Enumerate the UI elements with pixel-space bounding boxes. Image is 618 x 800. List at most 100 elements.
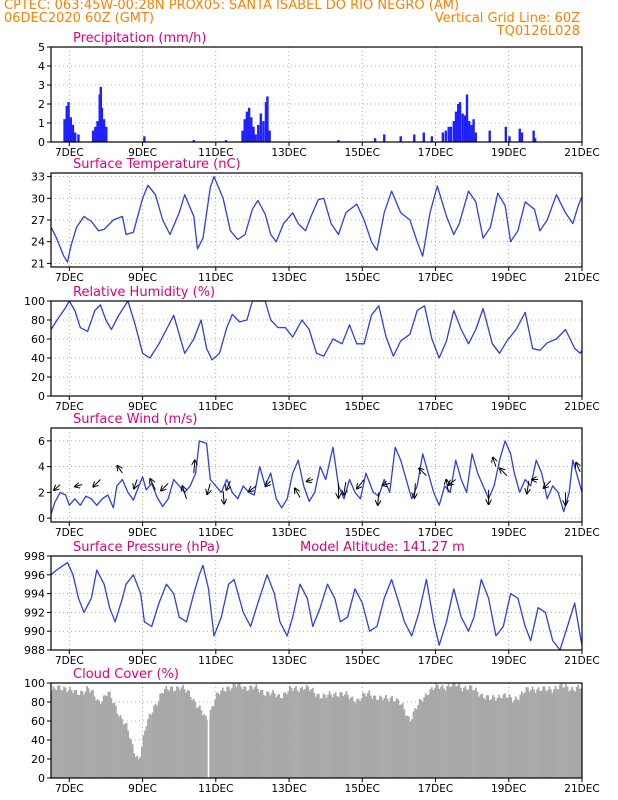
- cloud-bar: [527, 687, 529, 778]
- cloud-bar: [580, 688, 583, 778]
- cloud-bar: [218, 694, 221, 778]
- cloud-bar: [572, 690, 575, 778]
- cloud-bar: [321, 698, 323, 778]
- cloud-bar: [295, 686, 297, 778]
- cloud-bar: [417, 704, 419, 778]
- y-tick-label: 60: [31, 715, 45, 728]
- wind-arrow: [117, 466, 123, 474]
- x-tick-label: 11DEC: [198, 272, 233, 284]
- cloud-bar: [121, 718, 123, 778]
- cloud-bar: [137, 759, 140, 778]
- cloud-bar: [366, 693, 369, 778]
- cloud-bar: [314, 696, 317, 778]
- cloud-bar: [437, 684, 439, 778]
- cloud-bar: [237, 683, 239, 778]
- series-line: [50, 561, 583, 651]
- cloud-bar: [530, 689, 532, 778]
- cloud-bar: [221, 687, 224, 778]
- precip-bar: [430, 136, 434, 142]
- cloud-bar: [95, 700, 97, 778]
- cloud-bar: [554, 686, 557, 778]
- x-tick-label: 19DEC: [491, 527, 526, 539]
- cloud-bar: [362, 692, 365, 778]
- x-tick-label: 17DEC: [418, 783, 453, 795]
- cloud-bar: [282, 693, 285, 778]
- cloud-bar: [66, 692, 68, 778]
- cloud-bar: [76, 694, 79, 778]
- series-line: [50, 300, 583, 361]
- y-tick-label: 40: [31, 352, 45, 365]
- cloud-bar: [136, 755, 139, 778]
- cloud-bar: [415, 709, 418, 778]
- cloud-bar: [212, 705, 215, 778]
- x-tick-label: 9DEC: [128, 401, 157, 413]
- precip-bar: [96, 121, 99, 142]
- cloud-bar: [452, 683, 455, 778]
- cloud-bar: [334, 692, 337, 778]
- panel-title: Precipitation (mm/h): [73, 31, 206, 46]
- precip-bar: [67, 102, 70, 142]
- panel-frame: [50, 682, 583, 779]
- cloud-bar: [548, 686, 551, 778]
- chart-header: CPTEC: 063:45W-00:28N PROX05: SANTA ISAB…: [0, 0, 618, 48]
- cloud-bar: [180, 687, 183, 778]
- cloud-bar: [200, 710, 203, 778]
- cloud-bar: [459, 687, 462, 778]
- cloud-gap: [207, 683, 210, 778]
- cloud-bar: [405, 715, 407, 778]
- y-tick-label: 100: [24, 677, 45, 690]
- cloud-bar: [156, 705, 159, 778]
- cloud-bar: [577, 684, 580, 778]
- cloud-bar: [252, 689, 255, 778]
- cloud-bar: [578, 688, 581, 778]
- cloud-bar: [89, 692, 91, 778]
- cloud-bar: [247, 690, 250, 778]
- cloud-bar: [401, 703, 404, 778]
- x-tick-label: 7DEC: [55, 147, 84, 159]
- cloud-bar: [223, 690, 226, 778]
- x-tick-label: 7DEC: [55, 655, 84, 667]
- precip-bar: [468, 121, 471, 142]
- cloud-bar: [327, 694, 329, 778]
- cloud-bar: [116, 713, 119, 778]
- panel-title: Surface Pressure (hPa): [73, 540, 220, 555]
- cloud-bar: [108, 691, 111, 778]
- y-tick-label: 4: [38, 60, 45, 73]
- precip-bar: [241, 130, 244, 142]
- cloud-bar: [427, 694, 430, 778]
- x-tick-label: 17DEC: [418, 272, 453, 284]
- cloud-bar: [447, 684, 450, 778]
- x-tick-label: 21DEC: [564, 147, 599, 159]
- cloud-bar: [131, 744, 134, 778]
- precip-bar: [532, 130, 535, 142]
- header-model-code: TQ0126L028: [496, 24, 580, 39]
- precip-bar: [102, 119, 106, 142]
- cloud-bar: [148, 713, 151, 778]
- cloud-bar: [272, 689, 274, 778]
- cloud-bar: [258, 692, 261, 778]
- cloud-bar: [481, 693, 484, 778]
- x-tick-label: 11DEC: [198, 527, 233, 539]
- cloud-bar: [229, 690, 232, 778]
- cloud-bar: [414, 708, 416, 778]
- cloud-bar: [194, 701, 197, 778]
- x-tick-label: 11DEC: [198, 655, 233, 667]
- y-tick-label: 30: [31, 192, 45, 205]
- x-tick-label: 19DEC: [491, 272, 526, 284]
- y-tick-label: 20: [31, 371, 45, 384]
- cloud-bar: [141, 746, 143, 778]
- panel-title: Cloud Cover (%): [73, 667, 179, 682]
- y-tick-label: 5: [38, 41, 45, 54]
- cloud-bar: [395, 698, 398, 778]
- cloud-bar: [435, 683, 438, 778]
- cloud-bar: [205, 715, 207, 778]
- panel-title: Surface Temperature (nC): [73, 157, 241, 172]
- precip-bar: [454, 111, 458, 142]
- cloud-bar: [307, 686, 310, 778]
- cloud-bar: [238, 683, 241, 778]
- cloud-bar: [441, 684, 444, 778]
- cloud-bar: [231, 688, 233, 778]
- cloud-bar: [350, 697, 352, 778]
- y-tick-label: 80: [31, 314, 45, 327]
